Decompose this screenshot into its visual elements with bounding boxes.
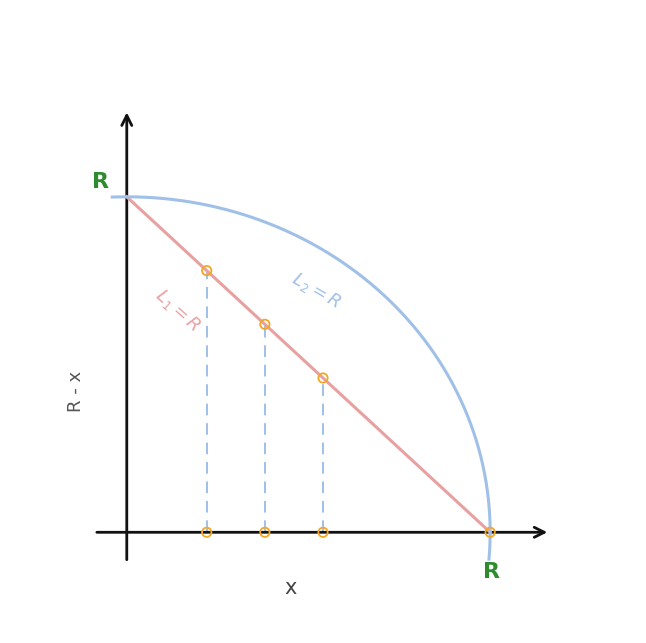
Text: $L_1= R$: $L_1= R$ [151, 285, 204, 336]
Text: R: R [92, 172, 109, 192]
Text: R - x: R - x [67, 371, 85, 412]
Point [260, 319, 270, 329]
Text: x: x [284, 577, 297, 597]
Text: $L_2= R$: $L_2= R$ [287, 269, 344, 312]
Point [318, 373, 328, 383]
Point [485, 527, 495, 538]
Point [318, 527, 328, 538]
Point [202, 266, 212, 276]
Text: R: R [483, 563, 500, 583]
Point [260, 527, 270, 538]
Point [202, 527, 212, 538]
